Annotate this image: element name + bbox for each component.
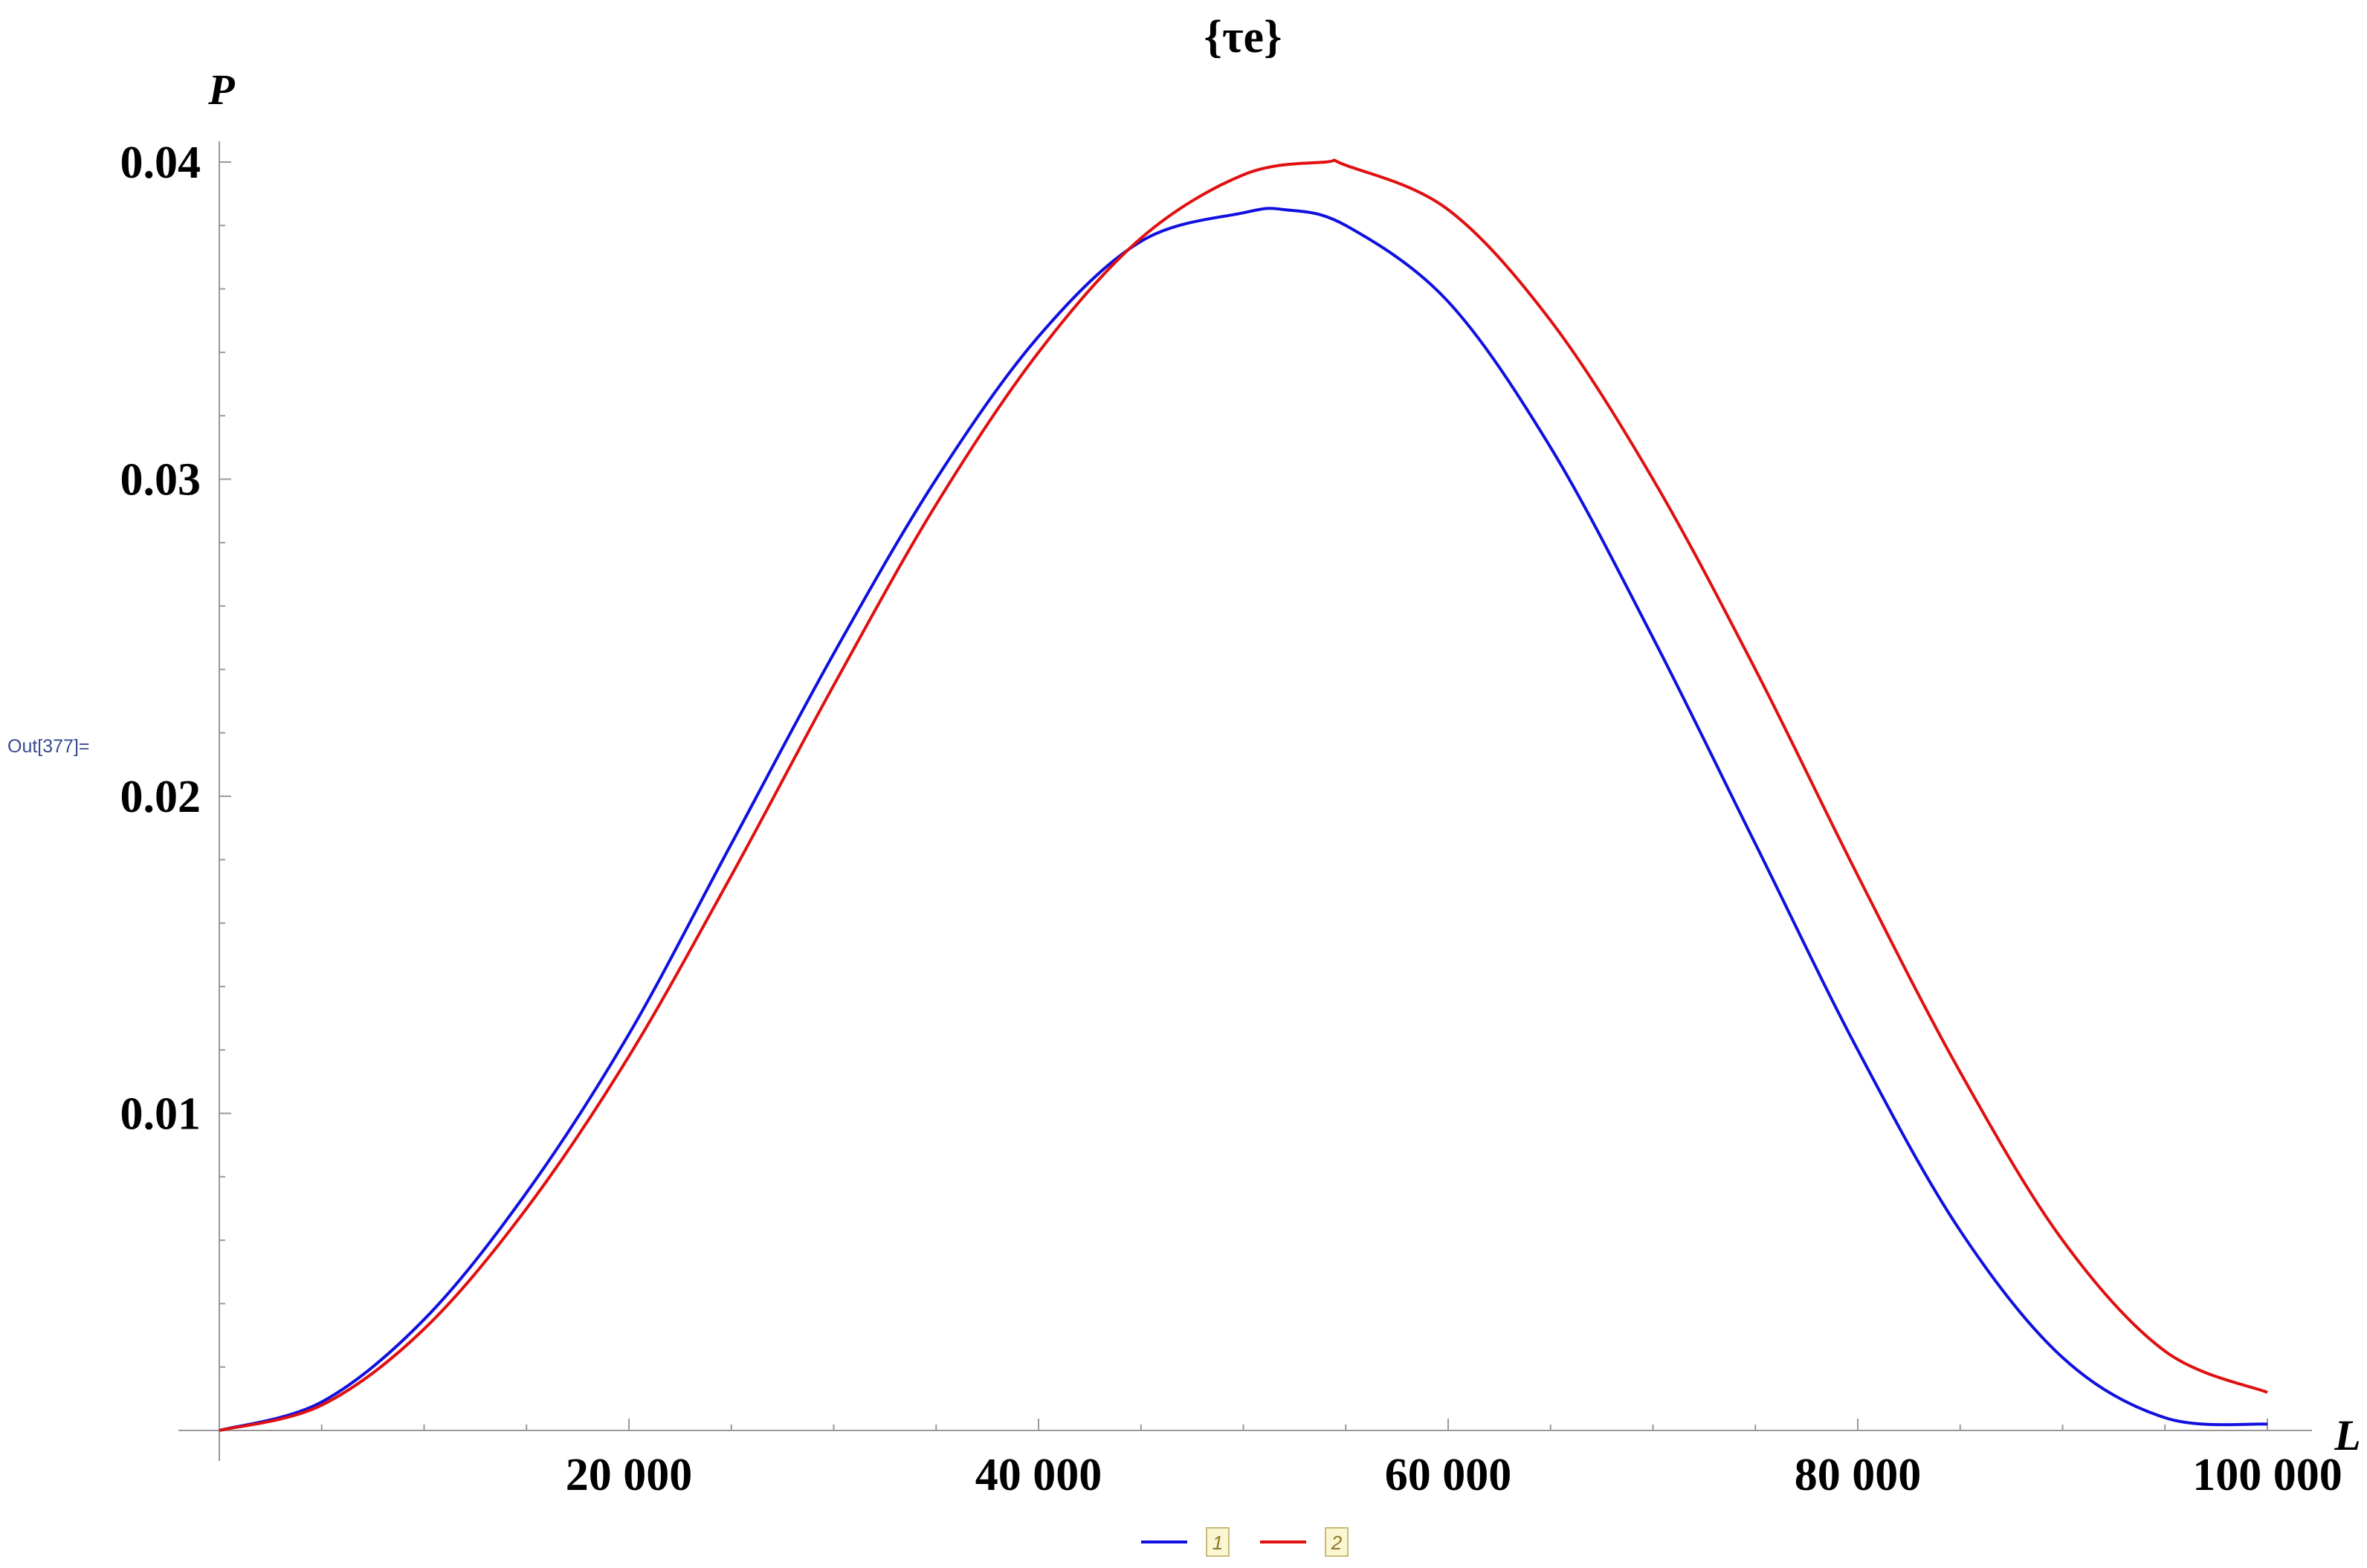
series-lines: [219, 158, 2268, 1432]
chart-title: {τe}: [1204, 12, 1282, 62]
legend-label-1: 1: [1212, 1532, 1223, 1554]
legend-label-box: [1206, 1527, 1230, 1557]
legend-label-box: [1325, 1527, 1349, 1557]
series-line-1: [219, 207, 2268, 1432]
x-tick-label: 80 000: [1795, 1450, 1922, 1500]
series-line-2: [219, 158, 2268, 1432]
x-axis-label: L: [2334, 1411, 2360, 1459]
x-tick-label: 20 000: [566, 1450, 693, 1500]
y-tick-label: 0.04: [120, 138, 201, 188]
y-axis-label: P: [207, 65, 235, 114]
x-tick-label: 60 000: [1385, 1450, 1512, 1500]
x-tick-label: 40 000: [975, 1450, 1102, 1500]
output-cell-label: Out[377]=: [7, 736, 90, 757]
axes: 20 000 40 000 60 000 80 000 100 000 0.01 0.02 0…: [120, 138, 2342, 1500]
y-tick-label: 0.01: [120, 1089, 201, 1140]
y-tick-label: 0.02: [120, 772, 201, 822]
y-tick-label: 0.03: [120, 455, 201, 506]
x-tick-label: 100 000: [2192, 1450, 2342, 1500]
legend-label-2: 2: [1331, 1532, 1343, 1554]
